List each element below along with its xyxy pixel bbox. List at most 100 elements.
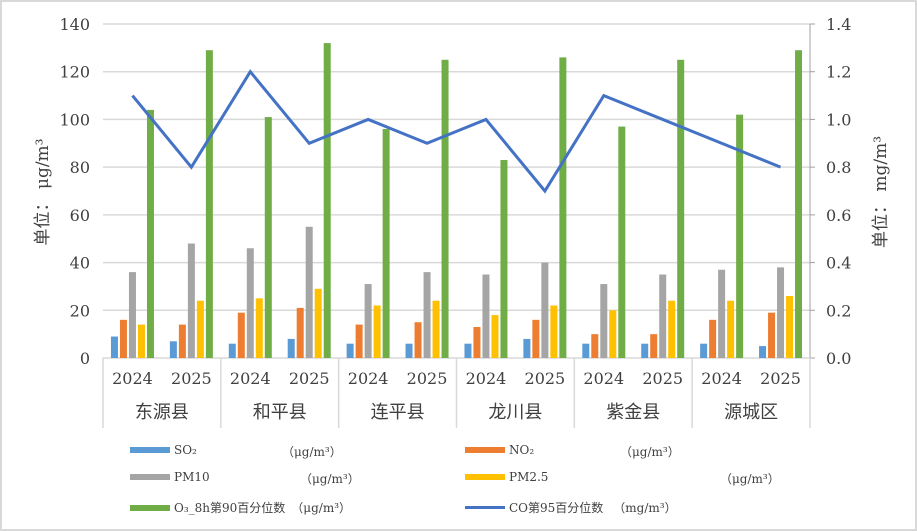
bar <box>264 117 272 359</box>
group-label: 源城区 <box>724 402 778 423</box>
bar <box>432 300 440 358</box>
legend-item-o3: O₃_8h第90百分位数 （μg/m³） <box>130 499 351 516</box>
bar <box>305 226 313 358</box>
legend-item-pm10: PM10 <box>130 470 210 484</box>
x-tick-label: 2025 <box>407 369 448 388</box>
bar <box>255 298 263 358</box>
no2-swatch-icon <box>465 447 505 453</box>
y2-tick-label: 0.6 <box>826 206 851 225</box>
bar <box>296 307 304 358</box>
bar <box>659 274 667 358</box>
y2-tick-label: 1.2 <box>826 63 851 82</box>
legend-item-so2: SO₂ <box>130 443 197 457</box>
bar <box>178 324 186 358</box>
legend-unit: （μg/m³） <box>291 501 352 515</box>
x-tick-label: 2024 <box>466 369 507 388</box>
bar <box>777 267 785 358</box>
bar <box>441 59 449 359</box>
y-tick-label: 140 <box>59 15 90 34</box>
x-tick-label: 2024 <box>348 369 389 388</box>
bar <box>287 338 295 358</box>
bar <box>500 159 508 358</box>
bar <box>641 343 649 358</box>
y2-tick-label: 0.2 <box>826 301 851 320</box>
y2-tick-label: 0.8 <box>826 158 851 177</box>
bar <box>414 322 422 358</box>
bar <box>137 324 145 358</box>
legend-item-co: CO第95百分位数 （mg/m³） <box>465 499 677 516</box>
bar <box>323 43 331 358</box>
y-tick-label: 0 <box>80 349 90 368</box>
x-tick-label: 2025 <box>171 369 212 388</box>
legend-unit: （μg/m³） <box>720 472 780 486</box>
y-tick-label: 100 <box>59 110 90 129</box>
bar <box>550 305 558 358</box>
bar <box>700 343 708 358</box>
group-label: 和平县 <box>253 402 307 423</box>
bar <box>119 319 127 358</box>
bar <box>205 50 213 358</box>
bar <box>346 343 354 358</box>
y-axis-title: 单位： μg/m³ <box>33 139 53 246</box>
bar <box>668 300 676 358</box>
bar <box>759 346 767 358</box>
bar <box>795 50 803 358</box>
bar <box>110 336 118 358</box>
legend-unit: （μg/m³） <box>620 445 680 459</box>
bar <box>382 128 390 358</box>
bar <box>128 272 136 358</box>
y2-tick-label: 0.4 <box>826 254 851 273</box>
legend-label: O₃_8h第90百分位数 <box>174 501 286 515</box>
x-tick-label: 2025 <box>525 369 566 388</box>
legend-unit: （μg/m³） <box>300 472 360 486</box>
bar <box>709 319 717 358</box>
bar <box>491 315 499 358</box>
bar <box>355 324 363 358</box>
legend: SO₂ （μg/m³） NO₂ （μg/m³） PM10 （μg/m³） PM2… <box>0 435 917 525</box>
group-label: 紫金县 <box>606 402 660 423</box>
bar <box>582 343 590 358</box>
y-tick-label: 20 <box>70 301 90 320</box>
bar <box>559 57 567 359</box>
legend-label: PM10 <box>174 470 210 484</box>
x-tick-label: 2024 <box>701 369 742 388</box>
y2-tick-label: 0.0 <box>826 349 851 368</box>
legend-item-pm25: PM2.5 <box>465 470 548 484</box>
legend-label: CO第95百分位数 <box>509 501 604 515</box>
bar <box>609 310 617 358</box>
bar <box>405 343 413 358</box>
y-tick-label: 60 <box>70 206 90 225</box>
legend-label: SO₂ <box>174 443 197 457</box>
bar <box>169 341 177 358</box>
x-tick-label: 2024 <box>583 369 624 388</box>
so2-swatch-icon <box>130 447 170 453</box>
bar <box>373 305 381 358</box>
bar <box>464 343 472 358</box>
group-label: 东源县 <box>135 402 189 423</box>
y2-axis-title: 单位： mg/m³ <box>871 136 891 248</box>
bar <box>473 326 481 358</box>
bar <box>541 262 549 358</box>
bar <box>786 295 794 358</box>
o3-swatch-icon <box>130 504 170 511</box>
y2-tick-label: 1.4 <box>826 15 851 34</box>
pm10-swatch-icon <box>130 474 170 480</box>
bar <box>718 269 726 358</box>
bar <box>146 109 154 358</box>
legend-unit: （μg/m³） <box>282 445 342 459</box>
y-tick-label: 120 <box>59 63 90 82</box>
x-tick-label: 2025 <box>642 369 683 388</box>
co-line-icon <box>465 506 505 509</box>
bar <box>591 334 599 358</box>
group-label: 龙川县 <box>488 402 542 423</box>
legend-unit: （mg/m³） <box>613 501 677 515</box>
legend-label: NO₂ <box>509 443 535 457</box>
bar <box>482 274 490 358</box>
x-tick-label: 2025 <box>760 369 801 388</box>
bar <box>736 114 744 359</box>
pm25-swatch-icon <box>465 474 505 480</box>
x-tick-label: 2024 <box>230 369 271 388</box>
legend-label: PM2.5 <box>509 470 549 484</box>
bar <box>618 126 626 358</box>
